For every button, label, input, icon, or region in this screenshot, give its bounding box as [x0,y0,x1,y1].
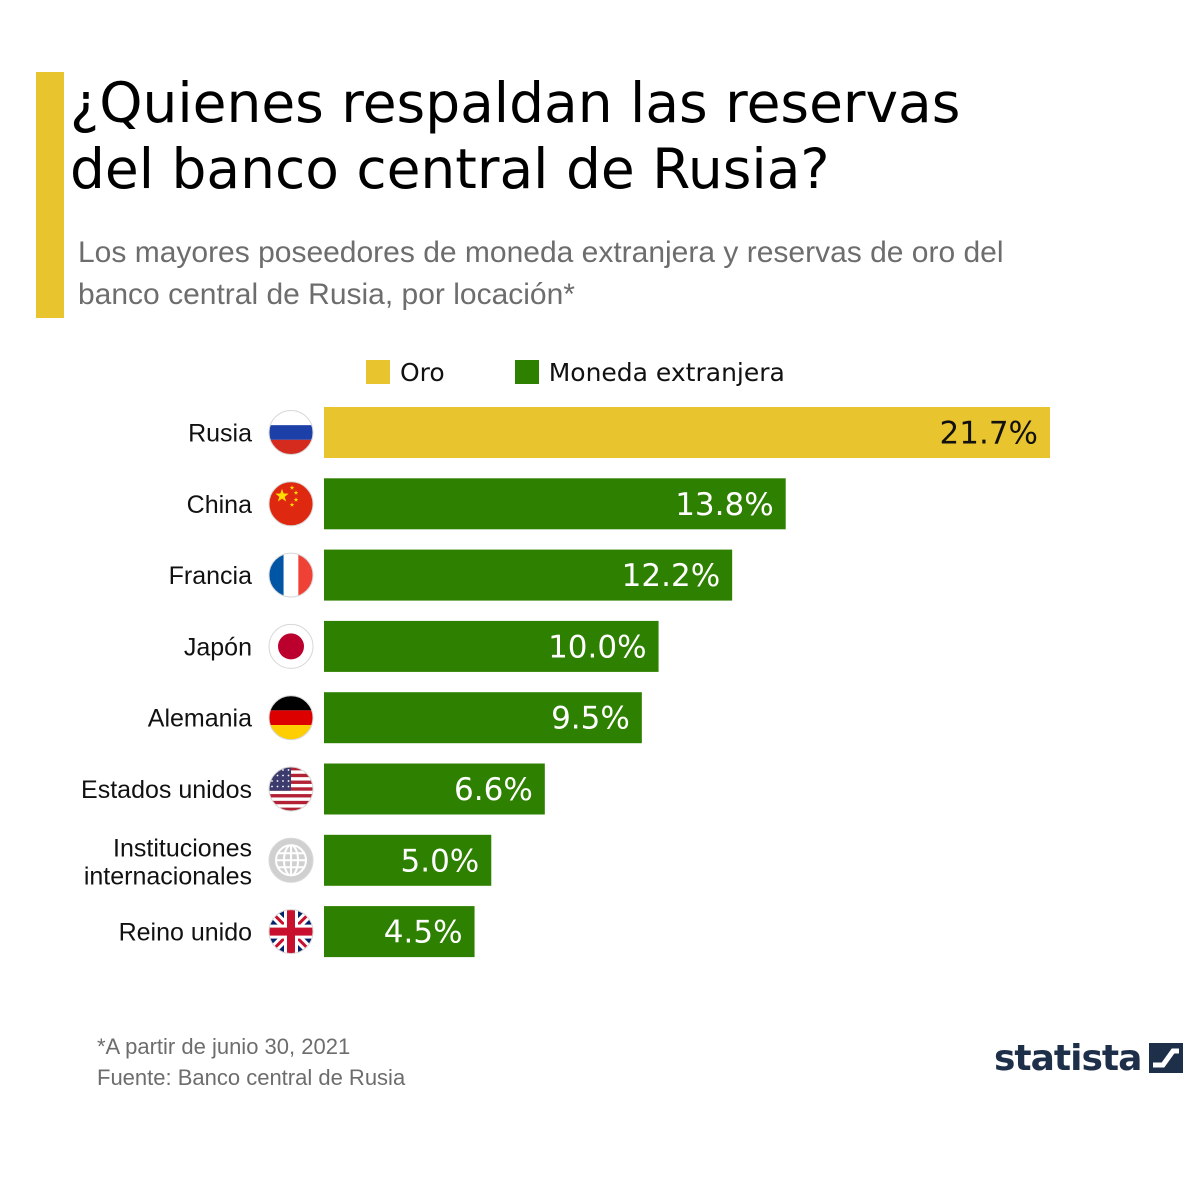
statista-logo-mark-icon [1149,1043,1184,1073]
category-label: Japón [184,633,252,661]
value-label: 12.2% [622,558,720,594]
bar-chart: Rusia 21.7% China 13.8% Francia 12.2% Japón 10.… [81,407,1050,958]
globe-icon [269,838,313,883]
bar [324,478,786,530]
flag-outline [268,623,314,669]
france-flag-icon [269,553,313,598]
value-label: 9.5% [551,701,630,737]
legend-swatch-gold [366,360,390,384]
footer: *A partir de junio 30, 2021 Fuente: Banc… [97,1031,405,1093]
legend-label-gold: Oro [400,357,445,387]
russia-flag-icon [269,410,313,455]
uk-flag-icon [269,909,313,954]
legend-swatch-currency [514,360,539,384]
legend-item-gold: Oro [366,358,445,387]
flag-outline [268,552,314,598]
value-label: 10.0% [548,629,646,665]
value-label: 6.6% [454,772,533,808]
chart-subtitle: Los mayores poseedores de moneda extranj… [78,232,1178,316]
value-label: 4.5% [384,915,463,951]
category-label: Estados unidos [81,776,252,804]
category-label: Reino unido [119,919,252,947]
accent-bar [36,72,64,318]
logo-text: statista [994,1037,1142,1079]
legend: Oro Moneda extranjera [366,356,855,388]
category-label: China [187,491,252,519]
category-label: Francia [169,562,252,590]
flag-outline [268,410,314,455]
category-label: Instituciones internacionales [84,834,252,890]
category-label: Rusia [188,420,252,448]
flag-outline [268,837,314,883]
footer-note: *A partir de junio 30, 2021 [97,1034,351,1059]
bar [324,549,733,601]
bar [324,763,545,815]
japan-flag-icon [269,624,313,669]
bar [324,692,642,744]
subtitle-line-2: banco central de Rusia, por locación* [78,278,575,311]
flag-outline [268,481,314,527]
flag-outline [268,695,314,741]
legend-item-currency: Moneda extranjera [514,357,785,387]
statista-logo: statista [994,1036,1184,1080]
flag-outline [268,909,314,955]
bar [324,620,659,672]
china-flag-icon [269,481,313,526]
bar [324,906,475,958]
title-line-2: del banco central de Rusia? [70,137,830,201]
value-label: 5.0% [401,843,480,879]
value-label: 21.7% [940,416,1038,452]
bar [324,834,492,886]
footer-source: Fuente: Banco central de Rusia [97,1065,406,1090]
usa-flag-icon [269,767,313,811]
subtitle-line-1: Los mayores poseedores de moneda extranj… [78,236,1004,269]
value-label: 13.8% [675,487,773,523]
flag-outline [268,766,314,812]
category-label: Alemania [148,705,252,733]
bar [324,407,1050,458]
title-line-1: ¿Quienes respaldan las reservas [70,71,961,135]
germany-flag-icon [269,695,313,740]
legend-label-currency: Moneda extranjera [548,357,785,387]
chart-title: ¿Quienes respaldan las reservas del banc… [70,70,1170,202]
